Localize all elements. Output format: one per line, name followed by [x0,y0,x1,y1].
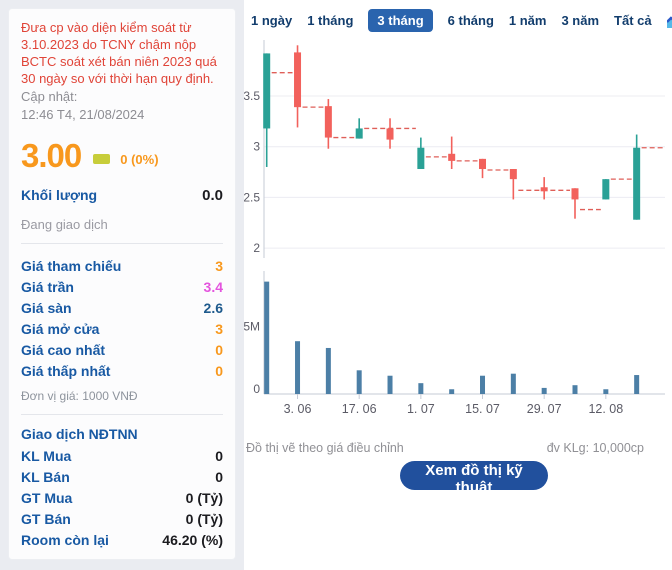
price-change: 0 (0%) [120,151,159,167]
table-row-foreign-room-left: Room còn lại 46.20 (%) [21,531,223,548]
divider [21,243,223,244]
price-volume-chart[interactable]: 3.5 3 2.5 2 5M 0 3. 06 17. 06 1. 07 15. 07 29. 07 1… [244,34,672,426]
table-row-floor-price: Giá sàn 2.6 [21,299,223,316]
stock-info-card: Đưa cp vào diện kiểm soát từ 3.10.2023 d… [8,8,236,560]
technical-chart-button[interactable]: Xem đồ thị kỹ thuật [400,461,548,496]
svg-text:3. 06: 3. 06 [284,402,312,416]
tab-3-thang[interactable]: 3 tháng [368,9,433,32]
table-row-foreign-sell-value: GT Bán 0 (Tỷ) [21,510,223,527]
session-status: Đang giao dịch [21,217,108,232]
foreign-trading-header: Giao dịch NĐTNN [21,426,138,442]
table-row-open-price: Giá mở cửa 3 [21,320,223,337]
svg-text:2.5: 2.5 [244,190,260,204]
volume-value: 0.0 [202,187,223,204]
price-unit-note: Đơn vị giá: 1000 VNĐ [21,389,138,403]
table-row-low-price: Giá thấp nhất 0 [21,362,223,379]
tab-1-ngay[interactable]: 1 ngày [251,13,293,28]
table-row-foreign-sell-volume: KL Bán 0 [21,468,223,485]
tab-1-thang[interactable]: 1 tháng [307,13,354,28]
control-warning-text: Đưa cp vào diện kiểm soát từ 3.10.2023 d… [21,20,217,86]
foreign-trading-table: KL Mua 0 KL Bán 0 GT Mua 0 (Tỷ) GT Bán 0… [21,445,223,550]
svg-text:1. 07: 1. 07 [407,402,435,416]
stock-info-sidebar: Đưa cp vào diện kiểm soát từ 3.10.2023 d… [0,0,244,570]
table-row-foreign-buy-value: GT Mua 0 (Tỷ) [21,489,223,506]
adjusted-price-note: Đồ thị vẽ theo giá điều chỉnh [246,441,404,455]
table-row-ceiling-price: Giá trần 3.4 [21,278,223,295]
svg-text:0: 0 [253,382,260,396]
svg-text:3: 3 [253,140,260,154]
tab-6-thang[interactable]: 6 tháng [447,13,494,28]
svg-text:29. 07: 29. 07 [527,402,562,416]
volume-unit-note: đv KLg: 10,000cp [546,441,644,455]
current-price: 3.00 [21,137,82,174]
table-row-high-price: Giá cao nhất 0 [21,341,223,358]
volume-row: Khối lượng 0.0 [21,187,223,204]
svg-text:3.5: 3.5 [244,89,260,103]
current-price-row: 3.00 0 (0%) [21,137,223,175]
table-row-reference-price: Giá tham chiếu 3 [21,257,223,274]
area-chart-icon[interactable] [666,13,672,29]
svg-text:17. 06: 17. 06 [342,402,377,416]
chart-panel: 1 ngày 1 tháng 3 tháng 6 tháng 1 năm 3 n… [244,0,672,570]
svg-text:5M: 5M [244,319,260,333]
updated-label: Cập nhật: [21,89,78,104]
tab-3-nam[interactable]: 3 năm [561,13,600,28]
tab-1-nam[interactable]: 1 năm [508,13,547,28]
svg-text:2: 2 [253,241,260,255]
no-change-icon [93,154,111,164]
period-tab-bar: 1 ngày 1 tháng 3 tháng 6 tháng 1 năm 3 n… [251,9,672,32]
svg-text:12. 08: 12. 08 [588,402,623,416]
table-row-foreign-buy-volume: KL Mua 0 [21,447,223,464]
updated-timestamp: 12:46 T4, 21/08/2024 [21,107,145,122]
volume-label: Khối lượng [21,187,98,203]
svg-text:15. 07: 15. 07 [465,402,500,416]
tab-tat-ca[interactable]: Tất cả [614,13,652,28]
price-limits-table: Giá tham chiếu 3 Giá trần 3.4 Giá sàn 2.… [21,255,223,381]
divider [21,414,223,415]
